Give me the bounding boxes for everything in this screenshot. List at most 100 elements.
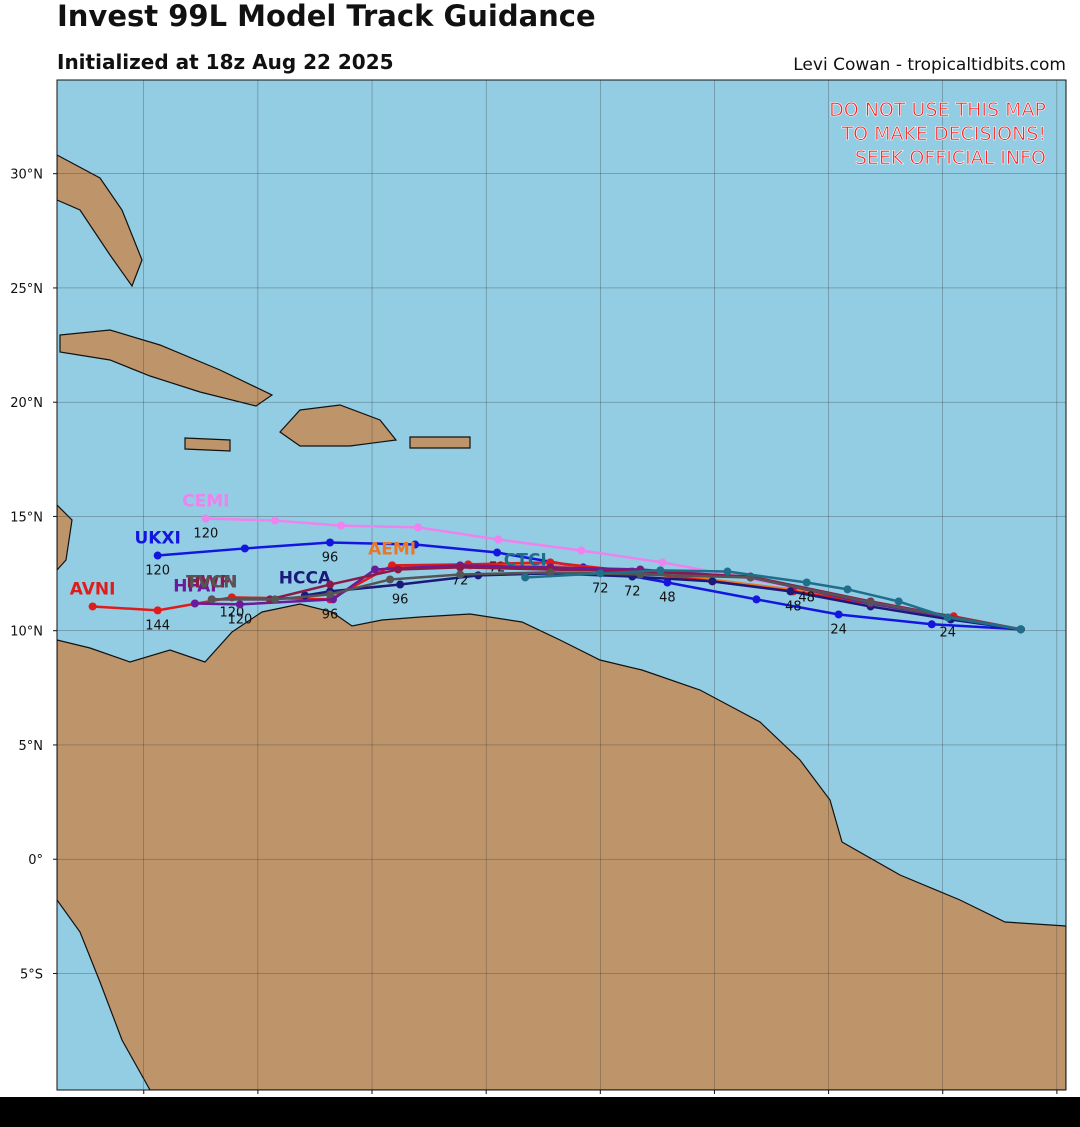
warning-line: DO NOT USE THIS MAP [829, 99, 1046, 121]
track-point [396, 580, 405, 589]
track-point [456, 563, 465, 572]
track-point [474, 571, 483, 580]
track-point [927, 620, 936, 629]
credit: Levi Cowan - tropicaltidbits.com [793, 55, 1066, 75]
hour-label: 48 [798, 590, 815, 605]
y-tick-label: 30°N [10, 168, 43, 183]
tracks: 120 CEMI 24 48 72 96 120 UKXI AEMI 48 96 120 144 AVNI… [70, 492, 1025, 640]
model-name: HCCA [279, 569, 332, 589]
track-point [271, 595, 280, 604]
y-tick-label: 15°N [10, 510, 43, 525]
jamaica [184, 437, 231, 452]
hour-label: 72 [624, 585, 641, 600]
model-name: AEMI [368, 539, 416, 559]
track-point [834, 610, 843, 619]
track-point [190, 599, 199, 608]
track-point [386, 575, 395, 584]
hour-label: 120 [193, 527, 218, 542]
hour-label: 72 [592, 581, 609, 596]
hour-label: 24 [830, 622, 847, 637]
hour-label: 120 [219, 605, 244, 620]
land [57, 154, 1066, 1090]
track-point [394, 565, 403, 574]
hour-label: 120 [227, 612, 252, 627]
track-point [723, 567, 732, 576]
track-point [153, 551, 162, 560]
track-point [596, 569, 605, 578]
hour-label: 144 [145, 618, 170, 633]
model-name: HWFI [186, 572, 237, 592]
track-point [521, 573, 530, 582]
track-point [235, 600, 244, 609]
hour-label: 96 [392, 593, 409, 608]
map-area: 120 CEMI 24 48 72 96 120 UKXI AEMI 48 96 120 144 AVNI… [57, 80, 1066, 1090]
track-point [370, 565, 379, 574]
title: Invest 99L Model Track Guidance [57, 0, 596, 33]
y-tick-label: 5°N [19, 739, 44, 754]
hour-label: 48 [785, 599, 802, 614]
track-point [153, 606, 162, 615]
track-point [336, 521, 345, 530]
track-point [88, 602, 97, 611]
track-point [326, 590, 335, 599]
track-point [708, 577, 717, 586]
south-america [57, 603, 1066, 1090]
track-line [211, 571, 1022, 631]
track-point [326, 580, 335, 589]
y-tick-label: 0° [28, 853, 43, 868]
y-tick-label: 10°N [10, 625, 43, 640]
track-point [802, 578, 811, 587]
track-point [456, 570, 465, 579]
track-point [752, 595, 761, 604]
model-name: AVNI [70, 579, 116, 599]
florida [57, 154, 143, 288]
subtitle: Initialized at 18z Aug 22 2025 [57, 50, 394, 74]
track-point [207, 595, 216, 604]
hour-label: 96 [322, 550, 339, 565]
track-point [240, 544, 249, 553]
track-point [494, 535, 503, 544]
track-point [577, 546, 586, 555]
track-point [546, 568, 555, 577]
model-name: HFAI [173, 577, 216, 597]
track-point [843, 585, 852, 594]
track-point [493, 548, 502, 557]
warning-line: TO MAKE DECISIONS! [840, 123, 1046, 145]
central-america [57, 504, 73, 571]
hour-label: 72 [452, 573, 469, 588]
track-line [205, 517, 1022, 631]
warning: DO NOT USE THIS MAP TO MAKE DECISIONS! S… [829, 99, 1047, 170]
hispaniola [279, 404, 398, 447]
frame [56, 79, 1067, 1091]
track-point [1016, 625, 1025, 634]
model-name: CTCI [504, 550, 547, 570]
track-point [786, 587, 795, 596]
hour-label: 96 [322, 607, 339, 622]
track-point [943, 613, 952, 622]
cuba [59, 329, 274, 407]
bottom-bar [0, 1097, 1080, 1127]
model-name: CEMI [182, 492, 229, 512]
warning-line: SEEK OFFICIAL INFO [855, 147, 1046, 169]
track-point [656, 566, 665, 575]
puerto-rico [409, 436, 471, 449]
y-tick-label: 5°S [20, 967, 43, 982]
track-point [658, 558, 667, 567]
track-point [326, 538, 335, 547]
y-tick-label: 25°N [10, 282, 43, 297]
y-tick-label: 20°N [10, 396, 43, 411]
hour-label: 48 [659, 590, 676, 605]
model-name: TVCN [186, 572, 237, 592]
track-point [894, 597, 903, 606]
track-point [411, 540, 420, 549]
hour-label: 120 [145, 564, 170, 579]
track-point [201, 514, 210, 523]
track-point [663, 578, 672, 587]
track-point [866, 598, 875, 607]
model-name: UKXI [134, 529, 180, 549]
hour-label: 24 [939, 625, 956, 640]
track-point [414, 523, 423, 532]
track-point [271, 516, 280, 525]
